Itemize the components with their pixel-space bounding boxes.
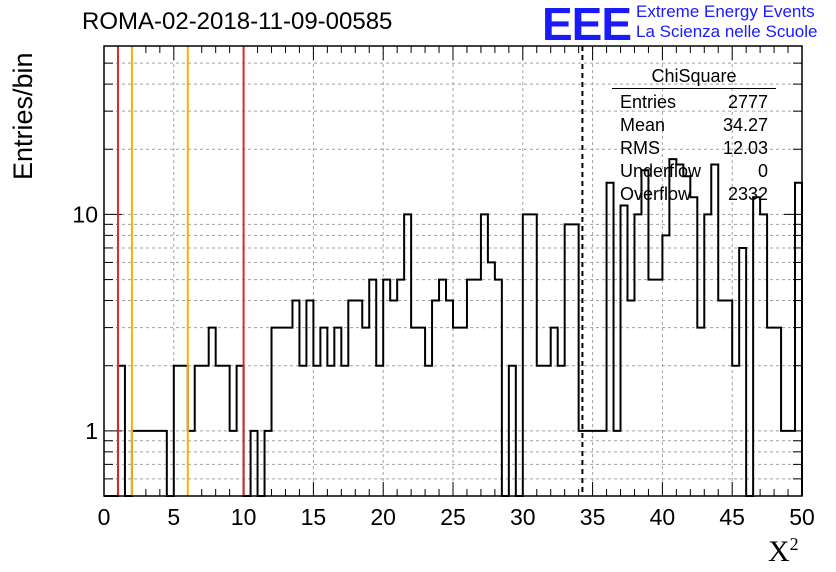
- stats-value: 2777: [727, 92, 768, 112]
- y-axis-label: Entries/bin: [8, 52, 38, 180]
- x-tick-label: 40: [650, 504, 676, 530]
- x-tick-label: 45: [719, 504, 745, 530]
- x-tick-label: 20: [370, 504, 396, 530]
- stats-value: 2332: [727, 184, 768, 204]
- x-tick-label: 0: [98, 504, 111, 530]
- stats-box: ChiSquare Entries 2777 Mean 34.27 RMS 12.03…: [612, 66, 776, 206]
- stats-label: RMS: [620, 138, 660, 158]
- x-tick-label: 10: [231, 504, 257, 530]
- logo-line-2: La Scienza nelle Scuole: [636, 22, 818, 41]
- stats-row-mean: Mean 34.27: [612, 114, 776, 137]
- stats-label: Overflow: [620, 184, 692, 204]
- stats-label: Underflow: [620, 161, 702, 181]
- stats-label: Entries: [620, 92, 677, 112]
- stats-label: Mean: [620, 115, 666, 135]
- stats-value: 34.27: [722, 115, 768, 135]
- stats-value: 12.03: [722, 138, 768, 158]
- x-tick-label: 30: [510, 504, 536, 530]
- stats-value: 0: [757, 161, 768, 181]
- stats-row-underflow: Underflow 0: [612, 160, 776, 183]
- x-tick-label: 5: [167, 504, 180, 530]
- stats-row-rms: RMS 12.03: [612, 137, 776, 160]
- eee-logo: EEE: [542, 0, 632, 50]
- x-axis-label: X2: [768, 534, 799, 569]
- chart-title: ROMA-02-2018-11-09-00585: [82, 8, 393, 35]
- x-tick-label: 25: [440, 504, 466, 530]
- logo-line-1: Extreme Energy Events: [636, 2, 815, 21]
- stats-row-entries: Entries 2777: [612, 91, 776, 114]
- plot-frame: [103, 45, 803, 497]
- x-tick-label: 35: [580, 504, 606, 530]
- x-axis-label-base: X: [768, 535, 790, 568]
- stats-title: ChiSquare: [612, 66, 776, 89]
- x-axis-label-superscript: 2: [789, 534, 799, 554]
- y-tick-label: 10: [72, 201, 98, 227]
- histogram-series: [104, 158, 803, 497]
- x-tick-label: 50: [789, 504, 815, 530]
- y-tick-label: 1: [85, 418, 98, 444]
- x-tick-label: 15: [301, 504, 327, 530]
- stats-row-overflow: Overflow 2332: [612, 183, 776, 206]
